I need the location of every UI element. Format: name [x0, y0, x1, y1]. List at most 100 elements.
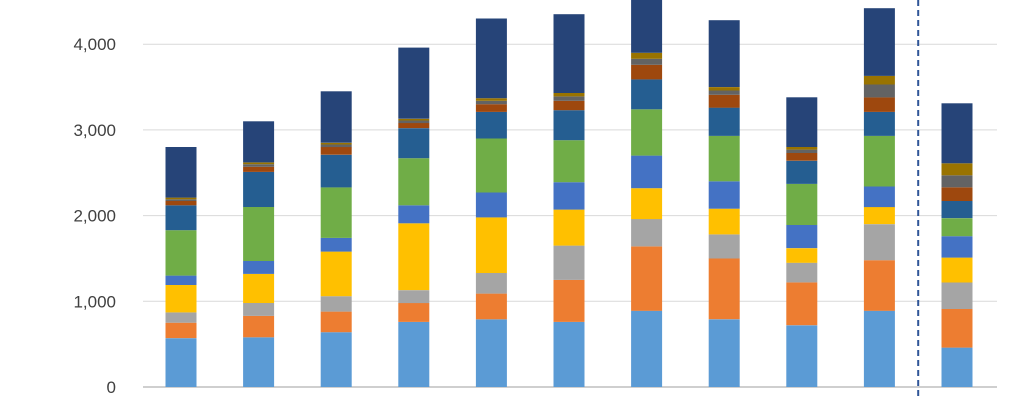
- bar-segment: [553, 100, 585, 111]
- bar-stack: [863, 8, 895, 387]
- bar-segment: [941, 103, 973, 164]
- bar-segment: [863, 8, 895, 76]
- bar-segment: [320, 332, 352, 387]
- bar-segment: [631, 155, 663, 189]
- bar-segment: [553, 321, 585, 387]
- bar-segment: [165, 199, 197, 201]
- bar-segment: [941, 282, 973, 309]
- bar-segment: [941, 163, 973, 176]
- bar-segment: [786, 97, 818, 147]
- y-tick-label: 2,000: [73, 207, 116, 226]
- bar-segment: [863, 135, 895, 187]
- bar-segment: [320, 311, 352, 333]
- bar-segment: [708, 319, 740, 387]
- bar-segment: [631, 219, 663, 247]
- bar-segment: [165, 147, 197, 198]
- bar-stack: [243, 121, 275, 387]
- bar-segment: [786, 225, 818, 249]
- bar-segment: [786, 153, 818, 161]
- bar-segment: [320, 237, 352, 252]
- bar-segment: [243, 166, 275, 172]
- bar-segment: [243, 171, 275, 207]
- y-tick-label: 4,000: [73, 35, 116, 54]
- bar-segment: [398, 290, 430, 304]
- y-tick-label: 1,000: [73, 292, 116, 311]
- bar-segment: [941, 309, 973, 348]
- bar-segment: [398, 205, 430, 224]
- bar-segment: [320, 154, 352, 188]
- bar-segment: [786, 248, 818, 263]
- bar-segment: [553, 245, 585, 280]
- bar-segment: [863, 84, 895, 98]
- bar-segment: [863, 310, 895, 387]
- bar-segment: [786, 262, 818, 283]
- bar-segment: [398, 47, 430, 119]
- bar-segment: [708, 135, 740, 182]
- bar-segment: [165, 275, 197, 285]
- bar-segment: [165, 285, 197, 313]
- bar-segment: [475, 319, 507, 387]
- bar-segment: [863, 111, 895, 136]
- bar-segment: [708, 90, 740, 95]
- bar-segment: [553, 209, 585, 246]
- bar-segment: [475, 104, 507, 112]
- bar-segment: [553, 279, 585, 322]
- bar-segment: [320, 187, 352, 238]
- bar-segment: [398, 321, 430, 387]
- bar-stack: [786, 97, 818, 387]
- bar-segment: [631, 58, 663, 65]
- bar-segment: [786, 147, 818, 150]
- bar-stack: [398, 47, 430, 387]
- bar-stack: [320, 91, 352, 387]
- bar-segment: [243, 303, 275, 316]
- bar-segment: [243, 121, 275, 163]
- bar-segment: [553, 140, 585, 183]
- bar-segment: [398, 223, 430, 291]
- bar-segment: [320, 251, 352, 297]
- bar-segment: [165, 338, 197, 387]
- bar-stack: [941, 103, 973, 387]
- bar-segment: [475, 138, 507, 193]
- bar-segment: [863, 260, 895, 311]
- bar-segment: [708, 258, 740, 320]
- bar-segment: [708, 20, 740, 88]
- bar-segment: [475, 217, 507, 273]
- bar-segment: [941, 187, 973, 201]
- bar-segment: [708, 181, 740, 209]
- bar-segment: [631, 79, 663, 110]
- bar-segment: [475, 293, 507, 320]
- bars: [165, 0, 973, 387]
- bar-segment: [863, 186, 895, 208]
- bar-segment: [553, 182, 585, 210]
- bar-segment: [475, 18, 507, 99]
- bar-segment: [553, 96, 585, 101]
- bar-segment: [553, 14, 585, 94]
- bar-segment: [320, 144, 352, 148]
- bar-segment: [475, 98, 507, 101]
- bar-segment: [243, 273, 275, 303]
- bar-segment: [320, 147, 352, 155]
- bar-segment: [631, 188, 663, 220]
- bar-segment: [786, 160, 818, 184]
- bar-segment: [165, 197, 197, 200]
- bar-segment: [243, 337, 275, 387]
- bar-segment: [708, 234, 740, 259]
- bar-stack: [708, 20, 740, 387]
- bar-segment: [475, 192, 507, 218]
- bar-stack: [553, 14, 585, 387]
- bar-stack: [631, 0, 663, 387]
- bar-segment: [165, 312, 197, 323]
- bar-segment: [165, 205, 197, 231]
- bar-segment: [398, 120, 430, 124]
- bar-segment: [320, 142, 352, 145]
- bar-segment: [631, 246, 663, 311]
- bar-segment: [941, 218, 973, 237]
- bar-segment: [398, 128, 430, 159]
- bar-segment: [243, 162, 275, 165]
- bar-segment: [165, 230, 197, 276]
- bar-segment: [863, 224, 895, 261]
- bar-segment: [553, 110, 585, 141]
- bar-segment: [165, 322, 197, 339]
- bar-segment: [863, 207, 895, 225]
